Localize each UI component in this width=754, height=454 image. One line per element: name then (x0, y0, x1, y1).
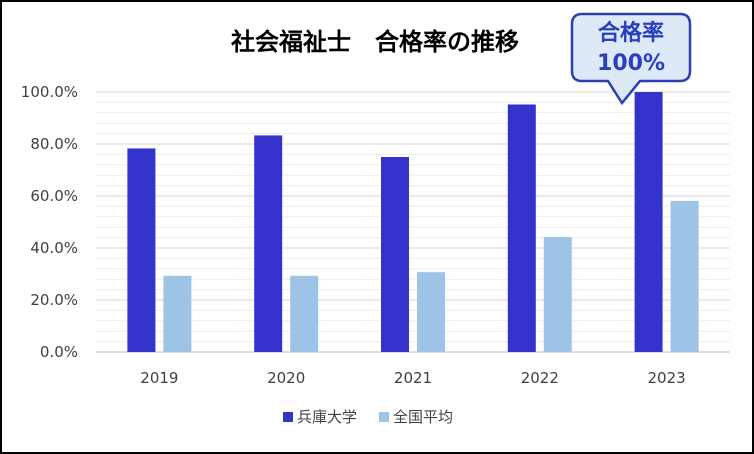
legend-swatch (379, 412, 389, 422)
bar-兵庫大学-2020 (254, 135, 283, 352)
x-tick-label: 2020 (267, 369, 305, 387)
bar-全国平均-2023 (670, 200, 699, 352)
y-tick-label: 20.0% (30, 291, 78, 309)
y-tick-label: 0.0% (40, 343, 78, 361)
x-tick-label: 2021 (394, 369, 432, 387)
y-tick-label: 40.0% (30, 239, 78, 257)
legend-label: 兵庫大学 (297, 408, 357, 426)
x-tick-label: 2023 (648, 369, 686, 387)
bar-兵庫大学-2022 (507, 104, 536, 352)
callout-line1: 合格率 (598, 20, 664, 46)
bar-全国平均-2019 (163, 275, 192, 352)
legend-label: 全国平均 (393, 408, 453, 426)
y-tick-label: 100.0% (21, 83, 78, 101)
bar-全国平均-2022 (543, 237, 572, 352)
callout-annotation: 合格率 100% (570, 12, 692, 106)
y-tick-label: 60.0% (30, 187, 78, 205)
bar-兵庫大学-2019 (127, 148, 156, 352)
bar-兵庫大学-2023 (634, 92, 663, 352)
bar-全国平均-2020 (290, 275, 319, 352)
x-tick-label: 2022 (521, 369, 559, 387)
bar-兵庫大学-2021 (381, 157, 409, 352)
x-tick-label: 2019 (140, 369, 178, 387)
chart-title: 社会福祉士 合格率の推移 (231, 28, 519, 56)
bar-全国平均-2021 (417, 272, 445, 352)
callout-line2: 100% (597, 51, 665, 76)
callout-bubble (570, 12, 692, 106)
legend-swatch (283, 412, 293, 422)
y-tick-label: 80.0% (30, 135, 78, 153)
